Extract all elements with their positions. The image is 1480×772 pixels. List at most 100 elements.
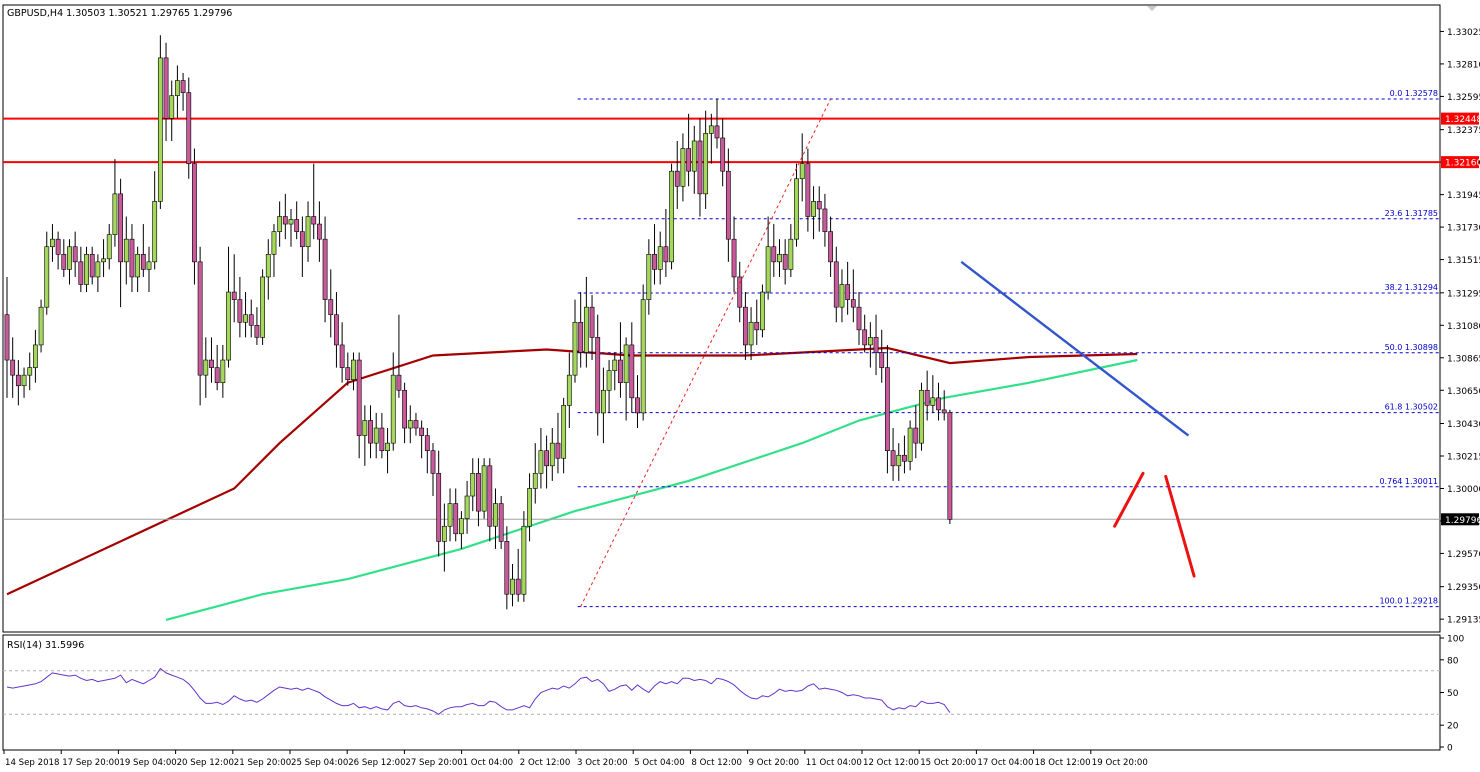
bear-candle [686, 148, 691, 172]
bear-candle [10, 359, 16, 376]
bull-candle [351, 359, 356, 380]
bull-candle [549, 442, 555, 467]
rsi-line [6, 667, 951, 715]
bear-candle [476, 473, 481, 512]
time-tick-label: 17 Oct 04:00 [977, 758, 1033, 768]
bull-candle [669, 170, 674, 263]
bull-candle [691, 140, 697, 172]
time-tick-label: 20 Sep 12:00 [177, 758, 234, 768]
bear-candle [941, 409, 947, 414]
fib-level-label: 38.2 1.31294 [1385, 283, 1438, 292]
bull-candle [680, 148, 686, 187]
bull-candle [907, 427, 913, 462]
bear-candle [163, 57, 169, 119]
bull-candle [839, 284, 845, 308]
bull-candle [175, 80, 180, 96]
bear-candle [947, 412, 953, 520]
bear-candle [334, 314, 339, 346]
bear-candle [782, 253, 788, 270]
price-tick-label: 1.30215 [1447, 452, 1480, 462]
price-tick-label: 1.30865 [1447, 354, 1480, 364]
bear-candle [805, 163, 811, 217]
resistance-badge-label: 1.32448 [1445, 115, 1480, 125]
bear-candle [725, 170, 731, 240]
projection-arrows [1113, 471, 1196, 578]
bear-candle [72, 246, 78, 263]
bull-candle [481, 465, 487, 512]
price-tick-label: 1.31945 [1447, 191, 1480, 201]
price-tick-label: 1.32810 [1447, 60, 1480, 70]
bear-candle [328, 299, 334, 316]
time-tick-label: 19 Oct 20:00 [1092, 758, 1148, 768]
fib-level-label: 0.764 1.30011 [1379, 477, 1438, 486]
rsi-tick-label: 20 [1447, 722, 1459, 732]
bear-candle [856, 306, 862, 331]
bear-candle [902, 454, 907, 462]
bear-candle [78, 261, 84, 285]
bull-candle [623, 344, 629, 384]
bull-candle [243, 314, 248, 323]
bull-candle [67, 246, 72, 270]
bear-candle [731, 238, 737, 278]
bear-candle [618, 359, 623, 384]
bear-candle [254, 324, 260, 338]
chart-title: GBPUSD,H4 1.30503 1.30521 1.29765 1.2979… [7, 8, 232, 19]
bear-candle [413, 420, 419, 429]
time-tick-label: 12 Oct 12:00 [863, 758, 919, 768]
bull-candle [458, 518, 464, 535]
bear-candle [282, 216, 288, 225]
fibonacci-labels: 0.0 1.32578 23.6 1.31785 38.2 1.31294 50.0 … [1379, 89, 1438, 606]
chart-shift-marker-icon[interactable] [1147, 6, 1157, 11]
time-tick-label: 11 Oct 04:00 [806, 758, 862, 768]
bear-candle [339, 344, 345, 368]
bull-candle [21, 374, 27, 387]
bull-candle [600, 389, 606, 414]
bull-candle [919, 389, 924, 444]
price-tick-label: 1.29570 [1447, 550, 1480, 560]
bear-candle [345, 367, 351, 380]
bear-candle [873, 337, 879, 353]
bear-candle [629, 344, 635, 399]
bull-candle [203, 359, 209, 376]
bull-candle [27, 367, 33, 376]
bear-candle [129, 238, 135, 278]
bear-candle [862, 329, 868, 346]
fib-level-label: 50.0 1.30898 [1385, 343, 1438, 352]
bull-candle [606, 370, 612, 391]
bull-candle [777, 253, 782, 263]
time-tick-label: 25 Sep 04:00 [291, 758, 348, 768]
bear-candle [299, 231, 305, 248]
bear-candle [311, 216, 317, 225]
bear-candle [140, 253, 146, 270]
bear-candle [396, 374, 402, 391]
bear-candle [697, 140, 703, 195]
time-tick-label: 18 Oct 12:00 [1035, 758, 1091, 768]
bear-candle [379, 427, 385, 451]
bear-candle [578, 321, 584, 353]
bear-candle [850, 299, 856, 308]
bear-candle [192, 163, 197, 263]
projection-segment [1164, 474, 1196, 578]
bear-candle [544, 450, 549, 467]
bear-candle [248, 314, 254, 326]
bear-candle [4, 314, 10, 361]
bull-candle [538, 450, 544, 474]
bull-candle [123, 238, 129, 263]
bull-candle [510, 578, 515, 595]
ma-slow-red-line [6, 346, 1138, 596]
bull-candle [896, 454, 902, 467]
bear-candle [316, 223, 322, 240]
price-tick-label: 1.31515 [1447, 256, 1480, 266]
bull-candle [277, 216, 283, 232]
bear-candle [15, 374, 21, 387]
bear-candle [515, 578, 521, 595]
bull-candle [748, 321, 754, 346]
rsi-panel-frame [2, 634, 1441, 751]
bear-candle [368, 420, 373, 444]
bull-candle [612, 359, 618, 371]
bull-candle [657, 246, 663, 270]
bull-candle [765, 246, 771, 293]
time-tick-label: 15 Oct 20:00 [920, 758, 976, 768]
bear-candle [237, 299, 243, 323]
price-tick-label: 1.32375 [1447, 126, 1480, 136]
